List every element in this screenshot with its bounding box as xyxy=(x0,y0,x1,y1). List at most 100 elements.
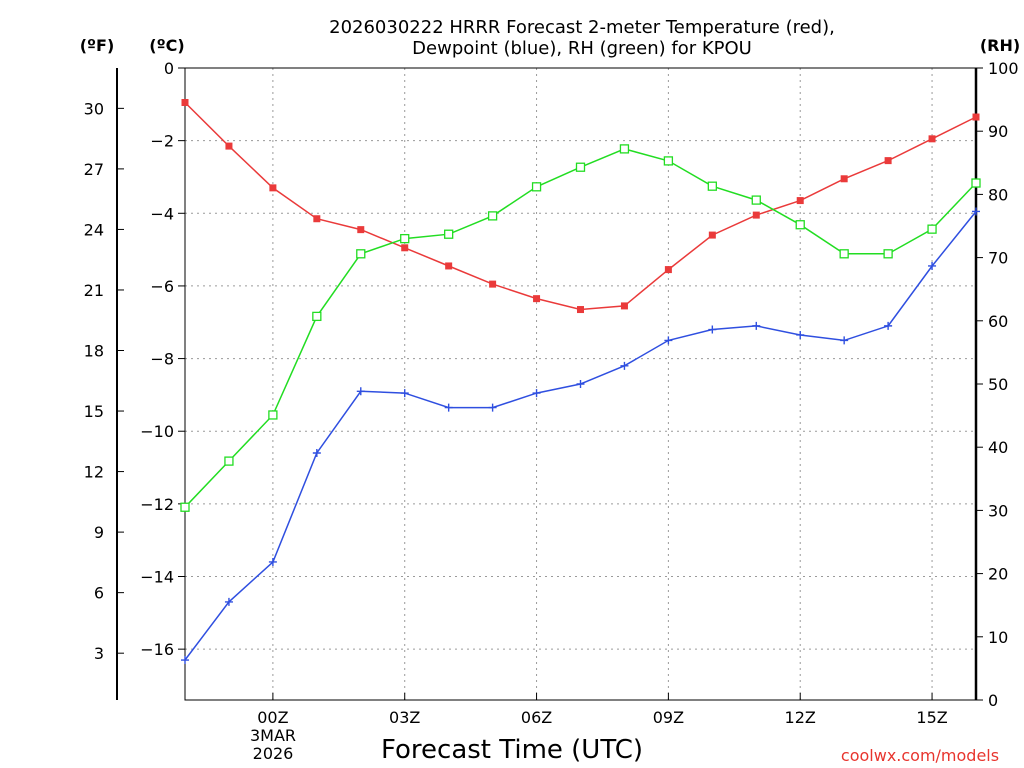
dewpoint-point xyxy=(488,403,497,412)
fahrenheit-unit-label: (ºF) xyxy=(80,36,115,55)
temperature-point xyxy=(357,226,365,234)
temperature-point xyxy=(620,302,628,310)
chart-title-line1: 2026030222 HRRR Forecast 2-meter Tempera… xyxy=(329,17,835,38)
dewpoint-point xyxy=(708,325,717,334)
rh-point xyxy=(883,249,893,259)
temperature-point xyxy=(664,266,672,274)
celsius-tick-label: −6 xyxy=(150,277,174,296)
celsius-axis: 0 −2 −4 −6 −8 −10 −12 −14 −16 xyxy=(140,59,185,659)
celsius-tick-label: 0 xyxy=(164,59,174,78)
rh-series xyxy=(180,144,981,512)
x-axis-label: Forecast Time (UTC) xyxy=(381,735,643,765)
rh-line xyxy=(184,148,977,508)
dewpoint-point xyxy=(840,336,849,345)
rh-point xyxy=(751,195,761,205)
rh-point xyxy=(444,229,454,239)
date-label-month: 3MAR xyxy=(250,726,296,745)
dewpoint-point xyxy=(620,361,629,370)
time-tick-label: 00Z xyxy=(257,708,288,727)
credit-label: coolwx.com/models xyxy=(841,746,999,765)
temperature-point xyxy=(313,215,321,223)
rh-tick-label: 0 xyxy=(988,691,998,710)
temperature-point xyxy=(577,306,584,314)
fahrenheit-tick-label: 9 xyxy=(94,523,104,542)
temperature-point xyxy=(401,244,409,252)
temperature-point xyxy=(928,135,936,143)
temperature-point xyxy=(445,262,453,270)
fahrenheit-tick-label: 21 xyxy=(84,281,104,300)
time-tick-label: 06Z xyxy=(521,708,552,727)
dewpoint-point xyxy=(400,389,409,398)
celsius-tick-label: −14 xyxy=(140,568,174,587)
dewpoint-point xyxy=(181,656,189,665)
time-tick-label: 09Z xyxy=(653,708,684,727)
fahrenheit-axis: 30 27 24 21 18 15 12 9 6 3 xyxy=(84,99,124,663)
rh-tick-label: 70 xyxy=(988,249,1008,268)
chart-title-line2: Dewpoint (blue), RH (green) for KPOU xyxy=(412,38,752,59)
rh-point xyxy=(531,182,542,192)
rh-tick-label: 60 xyxy=(988,312,1008,331)
dewpoint-line xyxy=(184,211,977,661)
rh-tick-label: 10 xyxy=(988,628,1008,647)
dewpoint-point xyxy=(884,321,893,330)
rh-point xyxy=(312,311,322,322)
dewpoint-point xyxy=(752,321,761,330)
temperature-point xyxy=(269,184,277,192)
dewpoint-point xyxy=(664,336,673,345)
temperature-point xyxy=(840,175,848,183)
fahrenheit-tick-label: 6 xyxy=(94,584,104,603)
temperature-point xyxy=(708,231,716,239)
dewpoint-point xyxy=(796,330,805,339)
fahrenheit-tick-label: 27 xyxy=(84,160,104,179)
fahrenheit-tick-label: 24 xyxy=(84,220,104,239)
time-tick-label: 03Z xyxy=(389,708,420,727)
rh-point xyxy=(707,181,717,191)
dewpoint-point xyxy=(224,597,233,606)
temperature-point xyxy=(972,113,980,121)
rh-point xyxy=(619,144,630,154)
rh-point xyxy=(663,156,674,166)
rh-point xyxy=(356,249,366,259)
rh-tick-label: 80 xyxy=(988,185,1008,204)
celsius-unit-label: (ºC) xyxy=(149,36,184,55)
dewpoint-point xyxy=(356,387,365,396)
time-tick-label: 15Z xyxy=(916,708,947,727)
dewpoint-point xyxy=(576,380,585,388)
rh-tick-label: 40 xyxy=(988,438,1008,457)
time-tick-label: 12Z xyxy=(785,708,816,727)
rh-point xyxy=(575,162,586,172)
celsius-tick-label: −10 xyxy=(140,422,174,441)
temperature-point xyxy=(796,197,804,205)
rh-unit-label: (RH) xyxy=(980,36,1020,55)
celsius-tick-label: −2 xyxy=(150,132,174,151)
dewpoint-point xyxy=(532,389,541,398)
rh-point xyxy=(839,249,849,259)
series-layer xyxy=(180,99,981,665)
dewpoint-point xyxy=(928,261,937,270)
fahrenheit-tick-label: 15 xyxy=(84,402,104,421)
dewpoint-point xyxy=(444,403,453,412)
rh-point xyxy=(268,410,278,420)
celsius-tick-label: −16 xyxy=(140,640,174,659)
fahrenheit-tick-label: 18 xyxy=(84,342,104,361)
fahrenheit-tick-label: 30 xyxy=(84,99,104,118)
temperature-point xyxy=(752,211,760,219)
temperature-series xyxy=(181,99,980,314)
temperature-point xyxy=(225,142,233,150)
rh-point xyxy=(400,233,410,244)
dewpoint-point xyxy=(312,449,321,458)
celsius-tick-label: −8 xyxy=(150,350,174,369)
rh-tick-label: 30 xyxy=(988,501,1008,520)
fahrenheit-tick-label: 12 xyxy=(84,463,104,482)
dewpoint-point xyxy=(972,207,980,216)
celsius-tick-label: −12 xyxy=(140,495,174,514)
rh-tick-label: 20 xyxy=(988,565,1008,584)
dewpoint-point xyxy=(268,557,277,566)
fahrenheit-tick-label: 3 xyxy=(94,644,104,663)
rh-tick-label: 50 xyxy=(988,375,1008,394)
time-axis: 00Z 03Z 06Z 09Z 12Z 15Z xyxy=(257,693,948,727)
rh-point xyxy=(795,220,805,230)
temperature-point xyxy=(181,99,189,107)
rh-point xyxy=(180,502,190,512)
